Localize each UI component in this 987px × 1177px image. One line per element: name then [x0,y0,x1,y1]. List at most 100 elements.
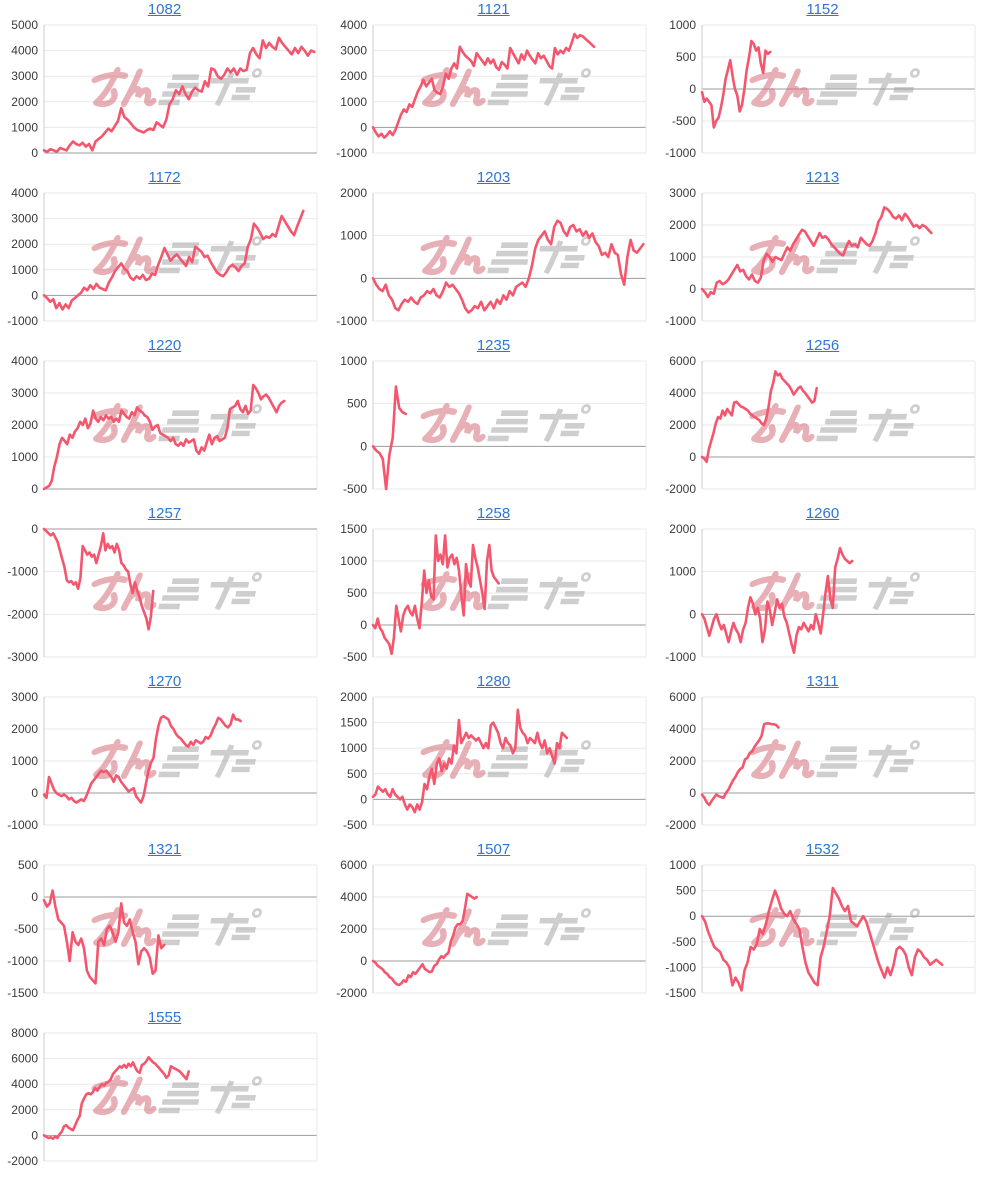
watermark [748,406,919,442]
machine-link[interactable]: 1311 [806,673,839,690]
y-tick-label: 0 [689,82,696,96]
y-tick-label: -2000 [665,482,696,496]
machine-link[interactable]: 1213 [805,169,840,186]
line-chart: -1500 -1000 -500 0 500 1000 [665,858,976,1000]
y-tick-label: 0 [31,146,38,160]
chart-cell: 1321 -1500 -1000 -500 0 500 [0,840,329,1008]
machine-link[interactable]: 1258 [476,505,511,522]
line-chart: -1000 0 1000 2000 [336,186,647,328]
data-series-line [371,892,478,987]
y-tick-label: 1000 [340,354,367,368]
y-tick-label: -1000 [7,818,38,832]
machine-link[interactable]: 1260 [805,505,840,522]
y-tick-label: -500 [343,818,367,832]
y-tick-label: 2000 [340,922,367,936]
machine-link[interactable]: 1256 [805,337,840,354]
y-tick-label: 2000 [11,1103,38,1117]
y-tick-label: 1000 [669,858,696,872]
data-series-line [371,534,500,656]
data-series-line [700,206,933,299]
y-tick-label: 6000 [340,858,367,872]
y-tick-label: 1000 [340,229,367,243]
chart-cell: 1260 -1000 0 1000 2000 [658,504,987,672]
y-tick-label: -3000 [7,650,38,664]
y-tick-label: 0 [31,482,38,496]
chart-cell: 1213 -1000 0 1000 2000 3000 [658,168,987,336]
line-chart: -3000 -2000 -1000 0 [7,522,318,664]
machine-link[interactable]: 1270 [147,673,182,690]
y-tick-label: 0 [689,450,696,464]
line-chart: -2000 0 2000 4000 6000 8000 [7,1026,318,1168]
y-tick-label: 4000 [340,890,367,904]
chart-cell: 1220 0 1000 2000 3000 4000 [0,336,329,504]
y-tick-label: 2000 [11,237,38,251]
line-chart: -2000 0 2000 4000 6000 [665,354,976,496]
y-tick-label: 6000 [11,1052,38,1066]
y-tick-label: -1500 [665,986,696,1000]
data-series-line [42,209,305,311]
y-tick-label: 6000 [669,354,696,368]
machine-link[interactable]: 1235 [476,337,511,354]
machine-link[interactable]: 1220 [147,337,182,354]
machine-link[interactable]: 1152 [806,1,839,18]
y-tick-label: -1000 [336,314,367,328]
chart-cell: 1270 -1000 0 1000 2000 3000 [0,672,329,840]
data-series-line [42,1055,190,1140]
chart-cell: 1121 -1000 0 1000 2000 3000 4000 [329,0,658,168]
y-tick-label: 500 [18,858,38,872]
line-chart: -1500 -1000 -500 0 500 [7,858,318,1000]
y-tick-label: 0 [31,522,38,536]
y-tick-label: 500 [347,767,367,781]
y-tick-label: -1000 [665,650,696,664]
machine-link[interactable]: 1203 [476,169,511,186]
y-tick-label: 0 [689,282,696,296]
y-tick-label: 1000 [340,95,367,109]
machine-link[interactable]: 1507 [476,841,511,858]
y-tick-label: -1500 [7,986,38,1000]
machine-link[interactable]: 1082 [147,1,182,18]
chart-cell: 1257 -3000 -2000 -1000 0 [0,504,329,672]
machine-link[interactable]: 1280 [476,673,511,690]
y-tick-label: 0 [31,1128,38,1142]
line-chart: -1000 0 1000 2000 3000 4000 [336,18,647,160]
y-tick-label: 3000 [340,44,367,58]
chart-cell: 1203 -1000 0 1000 2000 [329,168,658,336]
watermark [419,574,590,610]
watermark [419,742,590,778]
y-tick-label: 1000 [11,754,38,768]
watermark [90,406,261,442]
y-tick-label: 500 [676,884,696,898]
watermark [90,574,261,610]
y-tick-label: 2000 [669,218,696,232]
y-tick-label: 1000 [11,120,38,134]
y-tick-label: 3000 [669,186,696,200]
data-series-line [42,889,166,985]
line-chart: -1000 0 1000 2000 [665,522,976,664]
machine-link[interactable]: 1555 [147,1009,182,1026]
machine-link[interactable]: 1532 [805,841,840,858]
y-tick-label: -500 [343,482,367,496]
y-tick-label: -1000 [7,954,38,968]
machine-link[interactable]: 1257 [147,505,182,522]
machine-link[interactable]: 1321 [147,841,182,858]
y-tick-label: 0 [31,890,38,904]
watermark [90,70,261,106]
machine-link[interactable]: 1121 [477,1,510,18]
y-tick-label: 1000 [11,263,38,277]
data-series-line [700,886,944,992]
y-tick-label: 2000 [11,95,38,109]
data-series-line [371,708,569,814]
y-tick-label: 2000 [340,186,367,200]
line-chart: -1000 0 1000 2000 3000 [7,690,318,832]
y-tick-label: 4000 [669,386,696,400]
line-chart: -1000 0 1000 2000 3000 [665,186,976,328]
y-tick-label: 1000 [669,250,696,264]
watermark [419,910,590,946]
machine-link[interactable]: 1172 [148,169,181,186]
data-series-line [42,713,242,804]
data-series-line [700,370,818,464]
line-chart: -1000 -500 0 500 1000 [665,18,976,160]
chart-cell: 1256 -2000 0 2000 4000 6000 [658,336,987,504]
y-tick-label: 4000 [11,44,38,58]
y-tick-label: 1000 [669,18,696,32]
